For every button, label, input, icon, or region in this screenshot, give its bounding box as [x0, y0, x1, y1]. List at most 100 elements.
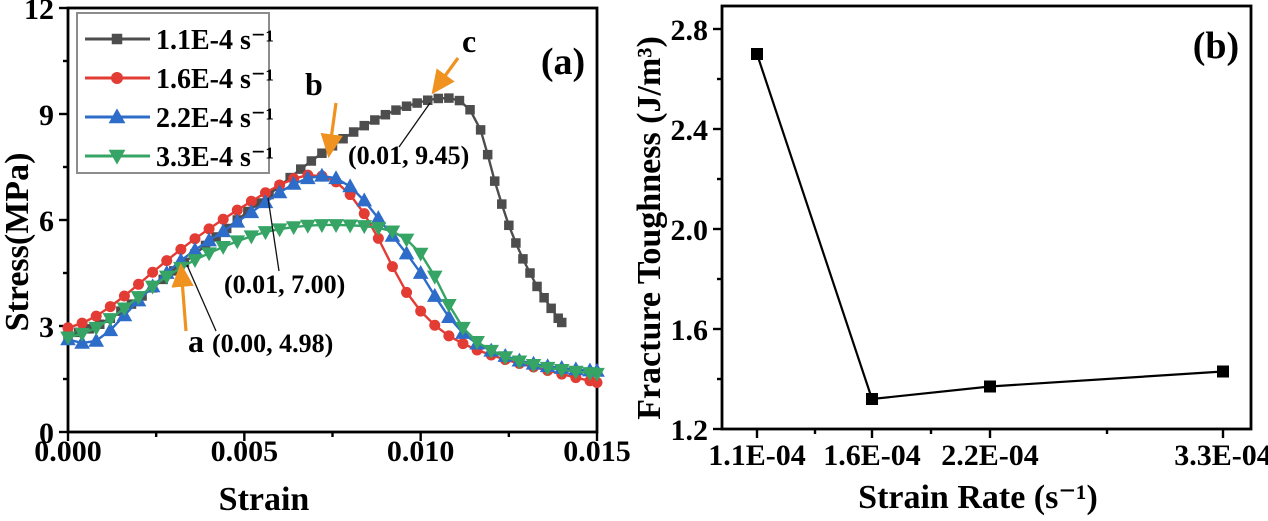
data-point	[866, 393, 878, 405]
fracture-toughness-panel: 1.1E-04 1.6E-04 2.2E-04 3.3E-04 1.2 1.6 2.0 2.4…	[631, 4, 1268, 516]
data-point	[370, 210, 387, 225]
annotations: a (0.00, 4.98) b c (0.01, 9.45) (0.01, 7.00)	[171, 23, 476, 359]
data-point	[187, 241, 203, 256]
data-point	[74, 327, 90, 342]
legend-marker	[111, 33, 123, 45]
data-point	[144, 280, 161, 295]
data-point	[245, 195, 257, 207]
data-point	[370, 115, 380, 125]
data-point	[328, 219, 344, 234]
data-point	[589, 367, 605, 382]
data-point	[328, 170, 344, 185]
data-point	[356, 220, 373, 235]
y-axis-label-a: Stress(MPa)	[0, 153, 36, 332]
data-point	[130, 291, 147, 306]
x-tick-label: 2.2E-04	[941, 439, 1039, 472]
data-point	[412, 247, 429, 262]
data-point	[433, 93, 444, 104]
y-tick-label: 1.6	[671, 314, 709, 347]
data-point	[412, 264, 429, 279]
legend: 1.1E-4 s⁻¹ 1.6E-4 s⁻¹ 2.2E-4 s⁻¹ 3.3E-4 s⁻¹	[76, 12, 274, 174]
data-point	[90, 310, 102, 322]
data-point	[483, 344, 499, 359]
data-point	[518, 254, 528, 264]
data-point	[317, 148, 327, 158]
data-point	[348, 127, 359, 137]
data-point	[457, 338, 469, 350]
data-point	[539, 292, 549, 303]
data-point	[104, 301, 116, 313]
data-point	[189, 233, 201, 245]
data-point	[455, 321, 471, 336]
panel-letter-a: (a)	[541, 41, 585, 83]
x-tick-label: 0.010	[387, 435, 455, 468]
data-point	[300, 170, 316, 185]
y-tick-label: 2.4	[671, 114, 709, 147]
data-point	[532, 281, 542, 292]
data-point	[1217, 365, 1229, 378]
x-tick-label: 1.1E-04	[708, 439, 806, 472]
x-tick-label: 1.6E-04	[823, 439, 921, 472]
data-point	[217, 213, 229, 225]
data-point	[426, 270, 443, 285]
panel-letter-b: (b)	[1193, 25, 1239, 67]
data-point	[441, 309, 457, 324]
annotation-arrow	[431, 57, 460, 95]
data-point	[556, 317, 567, 328]
stress-strain-panel: 0.000 0.005 0.010 0.015 0 3 6 9 12 Strain Stress(M…	[0, 0, 631, 518]
data-point	[187, 254, 203, 268]
data-point	[489, 176, 500, 186]
data-point	[454, 95, 465, 106]
data-point	[203, 223, 215, 235]
data-point	[147, 266, 159, 278]
annotation-coords: (0.01, 7.00)	[224, 270, 345, 299]
pointer-line	[267, 197, 280, 272]
legend-marker	[111, 72, 123, 84]
series-fracture-toughness	[751, 48, 1229, 405]
data-point	[504, 220, 514, 231]
data-point	[88, 332, 105, 347]
y-tick-label: 9	[39, 99, 54, 132]
y-tick-label: 3	[39, 311, 54, 344]
x-axis-label-b: Strain Rate (s⁻¹)	[858, 479, 1098, 516]
y-tick-label: 2.8	[671, 14, 709, 47]
data-point	[412, 98, 422, 108]
data-point	[88, 321, 105, 336]
data-point	[380, 109, 391, 120]
data-point	[102, 313, 119, 327]
data-point	[429, 319, 441, 331]
data-point	[133, 278, 145, 290]
legend-label: 1.6E-4 s⁻¹	[156, 64, 274, 95]
y-tick-label: 1.2	[671, 414, 709, 447]
legend-marker	[108, 108, 126, 124]
data-point	[306, 156, 317, 166]
data-point	[497, 351, 514, 366]
data-point	[398, 245, 415, 260]
data-point	[511, 238, 521, 248]
data-point	[386, 261, 398, 273]
data-point	[285, 175, 302, 190]
data-point	[370, 221, 387, 236]
data-point	[751, 48, 763, 60]
data-point	[422, 95, 433, 105]
data-point	[285, 221, 302, 236]
data-point	[568, 365, 584, 380]
data-point	[546, 303, 556, 314]
annotation-coords: (0.00, 4.98)	[212, 329, 333, 358]
pointer-line	[186, 264, 217, 332]
data-point	[525, 268, 535, 278]
data-point	[398, 233, 415, 248]
pointer-line	[398, 102, 431, 148]
data-point	[271, 223, 288, 238]
data-point	[229, 213, 246, 228]
data-point	[497, 199, 507, 209]
data-point	[356, 192, 373, 207]
data-point	[444, 93, 454, 103]
data-point	[443, 330, 455, 342]
data-point	[116, 302, 133, 317]
data-point	[161, 255, 173, 267]
data-point	[426, 287, 443, 302]
data-point	[175, 243, 187, 255]
data-point	[215, 241, 231, 255]
data-point	[257, 226, 274, 241]
